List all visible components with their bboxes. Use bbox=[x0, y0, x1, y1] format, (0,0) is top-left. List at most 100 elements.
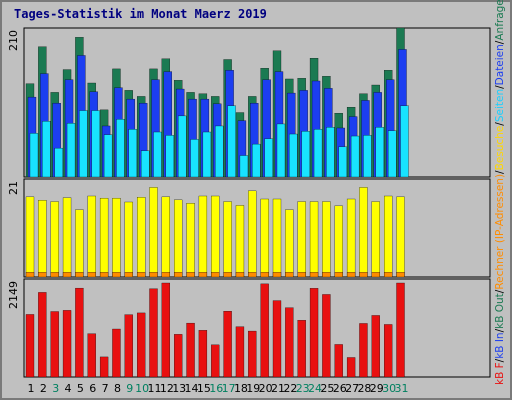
bar-seiten-day-26 bbox=[338, 146, 347, 178]
x-tick-label-6: 6 bbox=[89, 382, 96, 395]
bar-kbf-day-22 bbox=[285, 307, 294, 378]
bar-seiten-day-19 bbox=[252, 143, 261, 178]
bar-seiten-day-29 bbox=[375, 127, 384, 178]
bar-kbf-day-27 bbox=[346, 357, 356, 378]
bar-besuche-day-17 bbox=[223, 201, 232, 278]
legend-item-3: / bbox=[494, 328, 506, 332]
bar-rechner-day-3 bbox=[50, 272, 59, 278]
x-tick-label-1: 1 bbox=[28, 382, 35, 395]
x-tick-label-9: 9 bbox=[126, 382, 133, 395]
bar-seiten-day-20 bbox=[264, 138, 273, 178]
bar-rechner-day-22 bbox=[285, 272, 294, 278]
ymax-label-mid: 21 bbox=[7, 181, 20, 195]
bar-seiten-day-1 bbox=[29, 133, 39, 178]
bar-seiten-day-23 bbox=[301, 131, 310, 178]
bar-rechner-day-8 bbox=[112, 272, 121, 278]
bar-kbf-day-29 bbox=[371, 315, 380, 378]
bar-kbf-day-30 bbox=[383, 324, 393, 378]
bar-rechner-day-24 bbox=[309, 272, 319, 278]
bar-kbf-day-5 bbox=[75, 287, 84, 378]
bar-rechner-day-14 bbox=[186, 272, 195, 278]
legend-item-6: Rechner (IP-Adressen) bbox=[494, 174, 506, 290]
x-tick-label-3: 3 bbox=[52, 382, 59, 395]
bar-kbf-day-15 bbox=[198, 330, 208, 378]
legend-item-2: kB In bbox=[494, 332, 506, 358]
legend-item-8: Besuche bbox=[494, 126, 506, 171]
bar-besuche-day-3 bbox=[50, 201, 59, 278]
bar-seiten-day-17 bbox=[227, 105, 236, 178]
bar-kbf-day-6 bbox=[87, 333, 96, 378]
bar-rechner-day-26 bbox=[334, 272, 343, 278]
bar-seiten-day-24 bbox=[313, 129, 323, 178]
bar-seiten-day-25 bbox=[326, 127, 335, 178]
bar-besuche-day-21 bbox=[272, 198, 282, 278]
bar-seiten-day-15 bbox=[202, 131, 212, 178]
bar-rechner-day-5 bbox=[75, 272, 84, 278]
bar-rechner-day-25 bbox=[322, 272, 331, 278]
x-tick-label-17: 17 bbox=[222, 382, 236, 395]
bar-seiten-day-3 bbox=[54, 147, 63, 178]
bar-rechner-day-15 bbox=[198, 272, 208, 278]
legend-item-11: / bbox=[494, 85, 506, 89]
bar-kbf-day-14 bbox=[186, 322, 195, 378]
bar-kbf-day-28 bbox=[359, 323, 368, 378]
bar-rechner-day-19 bbox=[248, 272, 257, 278]
bar-besuche-day-1 bbox=[25, 196, 35, 278]
ymax-label-top: 210 bbox=[7, 30, 20, 51]
x-tick-label-23: 23 bbox=[296, 382, 310, 395]
x-tick-label-4: 4 bbox=[65, 382, 72, 395]
ymax-label-bot: 2149 bbox=[7, 281, 20, 309]
bar-kbf-day-18 bbox=[235, 326, 245, 378]
bar-besuche-day-27 bbox=[346, 198, 356, 278]
bar-kbf-day-24 bbox=[309, 288, 319, 378]
bar-besuche-day-30 bbox=[383, 195, 393, 278]
bar-besuche-day-26 bbox=[334, 205, 343, 278]
bar-rechner-day-11 bbox=[149, 272, 158, 278]
bar-rechner-day-31 bbox=[396, 272, 405, 278]
x-tick-label-12: 12 bbox=[160, 382, 174, 395]
bar-seiten-day-9 bbox=[128, 129, 137, 178]
legend: kB F/kB In/kB Out/Rechner (IP-Adressen)/… bbox=[494, 0, 506, 385]
bar-kbf-day-21 bbox=[272, 300, 282, 378]
x-tick-label-28: 28 bbox=[357, 382, 371, 395]
legend-item-13: / bbox=[494, 40, 506, 44]
bar-kbf-day-10 bbox=[136, 312, 146, 378]
bar-kbf-day-9 bbox=[124, 314, 133, 378]
bar-rechner-day-29 bbox=[371, 272, 380, 278]
bar-rechner-day-12 bbox=[161, 272, 171, 278]
x-tick-label-15: 15 bbox=[197, 382, 211, 395]
x-tick-label-21: 21 bbox=[271, 382, 285, 395]
bar-rechner-day-18 bbox=[235, 272, 245, 278]
bar-seiten-day-10 bbox=[140, 150, 150, 178]
x-tick-label-19: 19 bbox=[246, 382, 260, 395]
bar-seiten-day-31 bbox=[400, 105, 409, 178]
x-tick-label-2: 2 bbox=[40, 382, 47, 395]
x-tick-label-26: 26 bbox=[333, 382, 347, 395]
x-tick-label-13: 13 bbox=[172, 382, 186, 395]
bar-seiten-day-2 bbox=[42, 121, 51, 178]
bar-seiten-day-27 bbox=[350, 135, 360, 178]
bar-kbf-day-4 bbox=[62, 310, 72, 378]
bar-besuche-day-14 bbox=[186, 203, 195, 278]
bar-seiten-day-16 bbox=[215, 125, 224, 178]
bar-besuche-day-6 bbox=[87, 195, 96, 278]
x-tick-label-16: 16 bbox=[209, 382, 223, 395]
chart-title: Tages-Statistik im Monat Maerz 2019 bbox=[14, 7, 267, 21]
bar-besuche-day-15 bbox=[198, 195, 208, 278]
bar-kbf-day-17 bbox=[223, 311, 232, 378]
legend-item-5: / bbox=[494, 289, 506, 293]
bar-kbf-day-3 bbox=[50, 311, 59, 378]
bar-besuche-day-2 bbox=[38, 200, 47, 278]
bar-kbf-day-26 bbox=[334, 344, 343, 378]
bar-seiten-day-28 bbox=[363, 135, 372, 178]
legend-item-0: kB F bbox=[494, 362, 506, 385]
x-tick-label-7: 7 bbox=[102, 382, 109, 395]
bar-rechner-day-1 bbox=[25, 272, 35, 278]
bar-besuche-day-24 bbox=[309, 201, 319, 278]
bar-besuche-day-11 bbox=[149, 187, 158, 278]
bar-seiten-day-11 bbox=[153, 131, 162, 178]
x-tick-label-24: 24 bbox=[308, 382, 322, 395]
bar-besuche-day-9 bbox=[124, 201, 133, 278]
bar-besuche-day-25 bbox=[322, 201, 331, 278]
